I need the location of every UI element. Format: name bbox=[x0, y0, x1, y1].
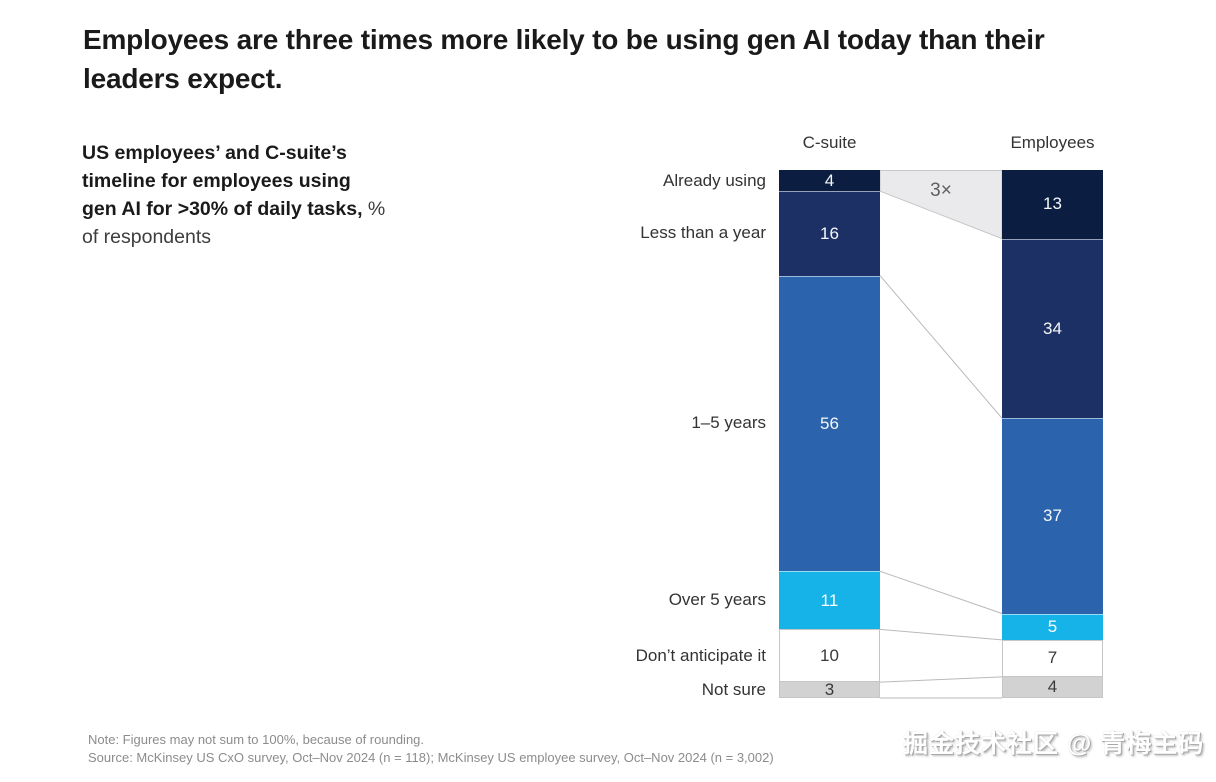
subtitle-line: US employees’ and C-suite’s bbox=[82, 139, 502, 167]
segment-c-suite-already-using: 4 bbox=[779, 170, 880, 192]
subtitle-regular-text: % bbox=[362, 198, 386, 220]
category-label-not-sure: Not sure bbox=[701, 680, 766, 700]
page-title: Employees are three times more likely to… bbox=[83, 20, 1183, 98]
segment-employees-already-using: 13 bbox=[1002, 170, 1103, 239]
segment-connector-line bbox=[879, 628, 1003, 641]
column-header-employees: Employees bbox=[1010, 133, 1095, 152]
category-label-don-t-anticipate-it: Don’t anticipate it bbox=[635, 645, 766, 665]
segment-c-suite-1-5-years: 56 bbox=[779, 275, 880, 572]
page-title-line-2: leaders expect. bbox=[83, 63, 283, 94]
ratio-annotation: 3× bbox=[930, 180, 952, 201]
subtitle-line: timeline for employees using bbox=[82, 167, 502, 195]
segment-connector-line bbox=[879, 570, 1003, 614]
subtitle-regular-text: of respondents bbox=[82, 226, 212, 248]
category-label-less-than-a-year: Less than a year bbox=[640, 223, 766, 243]
segment-c-suite-not-sure: 3 bbox=[779, 680, 880, 699]
segment-employees-not-sure: 4 bbox=[1002, 676, 1103, 698]
chart-note: Note: Figures may not sum to 100%, becau… bbox=[88, 732, 425, 747]
subtitle-bold-text: gen AI for >30% of daily tasks, bbox=[82, 198, 363, 220]
segment-employees-1-5-years: 37 bbox=[1002, 418, 1103, 614]
subtitle-bold-text: timeline for employees using bbox=[82, 170, 351, 192]
category-label-over-5-years: Over 5 years bbox=[668, 590, 766, 610]
category-label-1-5-years: 1–5 years bbox=[691, 413, 766, 433]
subtitle-bold-text: US employees’ and C-suite’s bbox=[82, 142, 347, 164]
column-header-c-suite: C-suite bbox=[802, 133, 857, 152]
category-label-already-using: Already using bbox=[662, 170, 766, 190]
subtitle-line: of respondents bbox=[82, 223, 502, 251]
segment-employees-don-t-anticipate-it: 7 bbox=[1002, 639, 1103, 677]
segment-c-suite-don-t-anticipate-it: 10 bbox=[779, 629, 880, 683]
segment-employees-less-than-a-year: 34 bbox=[1002, 238, 1103, 419]
chart-source: Source: McKinsey US CxO survey, Oct–Nov … bbox=[88, 750, 774, 765]
segment-connector-line bbox=[879, 275, 1003, 419]
segment-connector-line bbox=[879, 676, 1003, 683]
watermark: 掘金技术社区 @ 青梅主码 bbox=[903, 730, 1205, 758]
chart-subtitle: US employees’ and C-suite’s timeline for… bbox=[82, 139, 502, 251]
page-title-line-1: Employees are three times more likely to… bbox=[83, 24, 1045, 55]
segment-c-suite-less-than-a-year: 16 bbox=[779, 191, 880, 276]
segment-employees-over-5-years: 5 bbox=[1002, 613, 1103, 640]
subtitle-line: gen AI for >30% of daily tasks, % bbox=[82, 195, 502, 223]
segment-c-suite-over-5-years: 11 bbox=[779, 571, 880, 630]
